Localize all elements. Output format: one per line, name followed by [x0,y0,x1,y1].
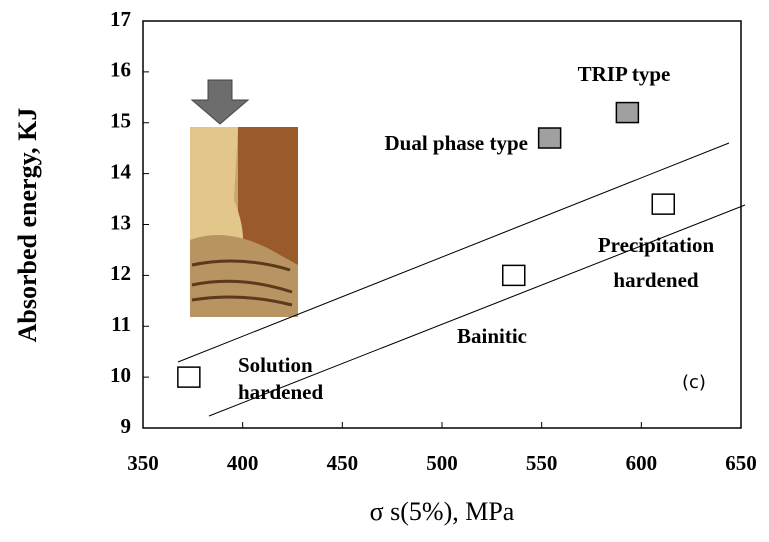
annotation: hardened [238,380,324,404]
x-tick-label: 600 [626,451,658,475]
y-axis-title: Absorbed energy, KJ [13,108,42,343]
trend-line [177,142,730,363]
y-tick-label: 9 [121,414,132,438]
marker [651,193,676,215]
x-tick-label: 450 [327,451,359,475]
annotation: TRIP type [578,62,671,86]
annotation: (c) [682,372,706,393]
y-tick-label: 17 [110,7,131,31]
annotation: Dual phase type [384,131,528,155]
x-tick-label: 350 [127,451,159,475]
y-tick-label: 15 [110,109,131,133]
inset-image [190,79,298,317]
marker [502,264,526,287]
marker [537,127,562,149]
y-tick-label: 10 [110,363,131,387]
x-axis-title: σ s(5%), MPa [370,497,515,526]
y-tick-label: 13 [110,210,131,234]
x-tick-label: 500 [426,451,458,475]
x-tick-label: 400 [227,451,259,475]
x-tick-label: 650 [725,451,757,475]
trend-line [208,204,746,417]
annotation: Bainitic [457,324,527,348]
annotation: hardened [613,268,699,292]
y-tick-label: 16 [110,58,131,82]
x-tick-label: 550 [526,451,558,475]
annotation: Solution [238,353,313,377]
annotation: Precipitation [598,233,715,257]
marker [615,101,640,124]
y-tick-label: 14 [110,159,132,183]
y-tick-label: 12 [110,261,131,285]
y-tick-label: 11 [111,312,131,336]
marker [177,366,201,388]
